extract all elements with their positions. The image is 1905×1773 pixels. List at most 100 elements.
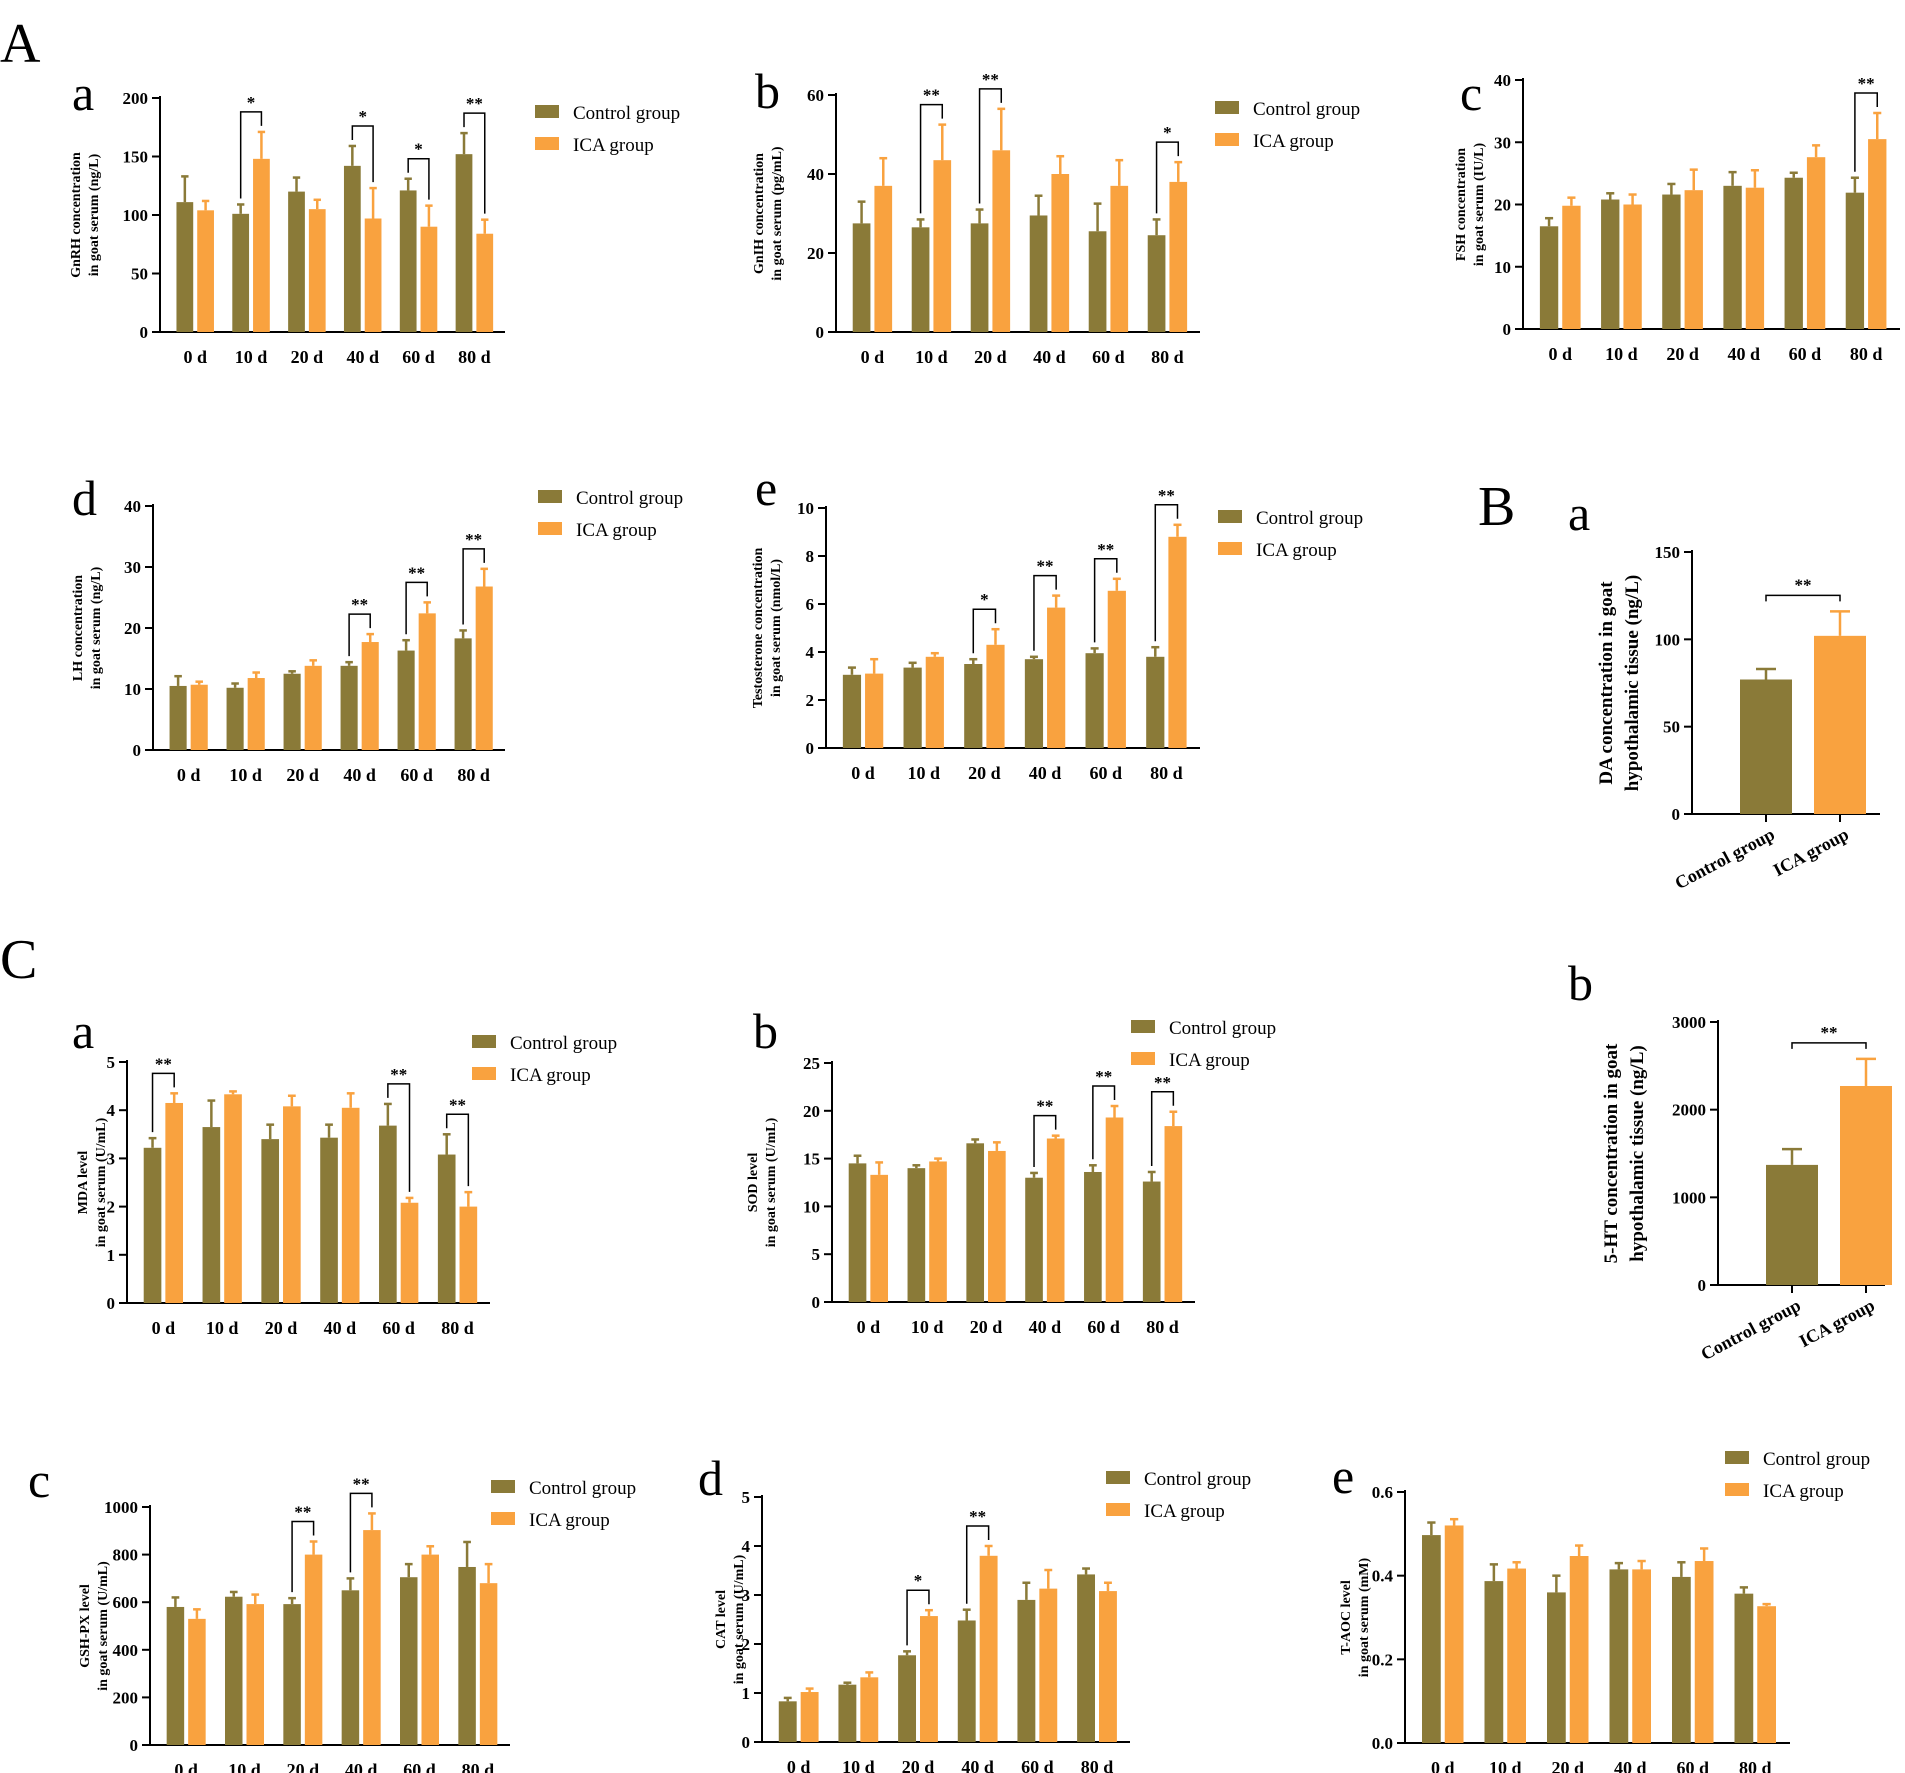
- y-axis-label-line: in goat serum (IU/L): [1472, 143, 1487, 267]
- y-tick-label: 20: [803, 1102, 820, 1121]
- significance-bracket: [387, 1083, 411, 1192]
- significance-bracket: [1791, 1042, 1867, 1049]
- significance-mark: **: [1158, 486, 1175, 505]
- y-axis-label-line: in goat serum (U/mL): [764, 1117, 779, 1247]
- legend-label-control: Control group: [1169, 1018, 1276, 1039]
- significance-bracket: [906, 1589, 930, 1646]
- x-tick-label: 10 d: [842, 1757, 875, 1773]
- bar-ica: [933, 160, 952, 332]
- y-tick-label: 25: [803, 1054, 820, 1073]
- significance-bracket: [405, 581, 428, 635]
- y-tick-label: 100: [123, 206, 149, 225]
- y-tick-label: 1000: [1672, 1188, 1706, 1207]
- y-axis-label: FSH concentration in goat serum (IU/L): [1454, 143, 1487, 267]
- y-tick-label: 150: [1655, 543, 1681, 562]
- bar-control: [340, 665, 358, 750]
- bar-control: [964, 664, 983, 748]
- y-tick-label: 0: [133, 741, 142, 760]
- legend-label-ica: ICA group: [1253, 131, 1334, 152]
- significance-mark: **: [1097, 540, 1114, 559]
- significance-bracket: [445, 1113, 470, 1187]
- y-tick-label: 4: [806, 643, 815, 662]
- bar-control: [898, 1655, 917, 1742]
- x-tick-label: 20 d: [287, 1760, 320, 1773]
- y-tick-label: 60: [807, 86, 824, 105]
- x-tick-label: 60 d: [400, 765, 433, 785]
- bar-control: [1766, 1164, 1818, 1285]
- bar-control: [1147, 235, 1166, 332]
- x-tick-label: 60 d: [382, 1318, 415, 1338]
- y-tick-label: 0: [1503, 320, 1512, 339]
- legend-swatch-control: [1106, 1471, 1130, 1484]
- bar-ica: [1806, 157, 1826, 329]
- x-tick-label: 0 d: [787, 1757, 811, 1773]
- significance-bracket: [965, 1525, 990, 1604]
- legend-swatch-control: [1215, 101, 1239, 114]
- y-tick-label: 8: [806, 547, 815, 566]
- bar-control: [966, 1143, 985, 1302]
- bar-control: [1740, 679, 1792, 814]
- subpanel-letter: e: [755, 460, 777, 516]
- y-tick-label: 5: [812, 1245, 821, 1264]
- x-tick-label: 10 d: [206, 1318, 239, 1338]
- chart-b-a: 0 50 100 150 DA concentration in goat hypotha…: [1568, 485, 1880, 893]
- x-tick-label: 40 d: [345, 1760, 378, 1773]
- significance-mark: **: [1858, 74, 1875, 93]
- y-tick-label: 100: [1655, 630, 1681, 649]
- significance-bracket: [239, 111, 263, 199]
- bar-control: [232, 213, 250, 332]
- bar-control: [907, 1168, 926, 1302]
- bar-ica: [400, 1202, 419, 1303]
- bar-ica: [1039, 1588, 1058, 1742]
- legend-label-control: Control group: [1144, 1469, 1251, 1490]
- y-axis-label-line: in goat serum (ng/L): [89, 566, 104, 689]
- y-axis-label-line: 5-HT concentration in goat: [1601, 1043, 1622, 1263]
- bar-ica: [165, 1102, 184, 1303]
- y-axis-label-line: GnIH concentration: [752, 153, 767, 274]
- bar-control: [1539, 226, 1559, 329]
- x-tick-label: 60 d: [1789, 344, 1822, 364]
- legend-swatch-ica: [1218, 542, 1242, 555]
- bar-ica: [304, 665, 322, 750]
- bar-ica: [929, 1161, 947, 1302]
- x-tick-label: 20 d: [1551, 1758, 1584, 1773]
- y-tick-label: 50: [131, 265, 148, 284]
- x-tick-label: 10 d: [235, 347, 268, 367]
- y-tick-label: 3: [107, 1149, 116, 1168]
- bar-ica: [1569, 1556, 1589, 1743]
- bar-ica: [988, 1150, 1006, 1302]
- significance-bracket: [1093, 558, 1118, 643]
- significance-mark: *: [980, 590, 989, 609]
- bar-ica: [1107, 590, 1126, 748]
- x-tick-label: ICA group: [1796, 1295, 1878, 1351]
- y-tick-label: 10: [1494, 258, 1511, 277]
- bar-ica: [479, 1583, 498, 1745]
- legend-label-ica: ICA group: [1144, 1501, 1225, 1522]
- bar-ica: [800, 1692, 819, 1742]
- y-axis-label-line: DA concentration in goat: [1596, 581, 1617, 785]
- bar-control: [957, 1620, 976, 1742]
- chart-c-e: 0.0 0.2 0.4 0.6 T-AOC level in goat serum (mM…: [1332, 1448, 1870, 1773]
- x-tick-label: Control group: [1671, 824, 1777, 893]
- significance-mark: **: [923, 86, 940, 105]
- y-axis-label-line: GnRH concentration: [69, 152, 84, 278]
- significance-mark: **: [353, 1474, 370, 1493]
- y-tick-label: 4: [742, 1537, 751, 1556]
- bar-ica: [1105, 1117, 1124, 1302]
- y-tick-label: 0: [812, 1293, 821, 1312]
- y-tick-label: 0: [1672, 805, 1681, 824]
- bar-control: [343, 165, 361, 332]
- subpanel-letter: c: [28, 1452, 50, 1508]
- subpanel-letter: e: [1332, 1448, 1354, 1504]
- y-tick-label: 15: [803, 1150, 820, 1169]
- x-tick-label: 60 d: [1021, 1757, 1054, 1773]
- significance-bracket: [407, 157, 430, 200]
- bar-ica: [420, 226, 438, 332]
- bar-ica: [459, 1206, 478, 1303]
- y-tick-label: 10: [797, 499, 814, 518]
- x-tick-label: 40 d: [1029, 1317, 1062, 1337]
- chart-c-a: 0 1 2 3 4 5 MDA level in goat serum (U/mL) a 0 d *…: [72, 1003, 617, 1338]
- y-tick-label: 200: [113, 1688, 139, 1707]
- bar-ica: [865, 673, 884, 748]
